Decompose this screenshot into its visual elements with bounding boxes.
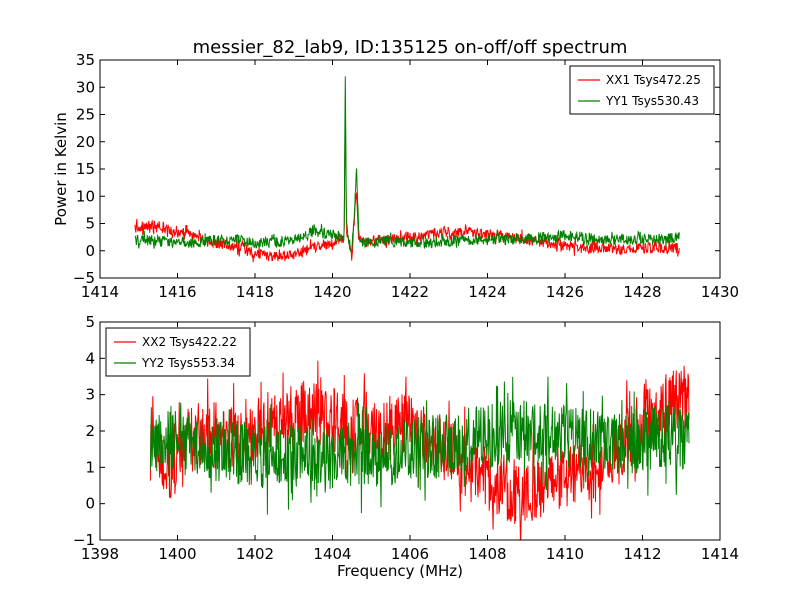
x-tick-label: 1416 <box>158 283 196 301</box>
x-tick-label: 1430 <box>701 283 739 301</box>
series-traces <box>149 360 690 540</box>
y-tick-label: 5 <box>85 215 95 233</box>
y-tick-label: 30 <box>76 78 95 96</box>
y-axis-label: Power in Kelvin <box>52 112 70 226</box>
y-tick-label: 15 <box>76 160 95 178</box>
y-tick-label: 20 <box>76 133 95 151</box>
figure-title: messier_82_lab9, ID:135125 on-off/off sp… <box>193 37 628 58</box>
x-tick-label: 1418 <box>236 283 274 301</box>
x-tick-label: 1428 <box>623 283 661 301</box>
y-tick-label: 2 <box>85 422 95 440</box>
x-tick-label: 1406 <box>391 545 429 563</box>
y-tick-label: 35 <box>76 51 95 69</box>
x-tick-label: 1414 <box>701 545 739 563</box>
y-tick-label: 25 <box>76 106 95 124</box>
x-tick-label: 1398 <box>81 545 119 563</box>
x-axis-label: Frequency (MHz) <box>337 562 463 580</box>
chart-panel-1: 1414 1416 1418 1420 1422 1424 1426 1428 1430 −5 0 5… <box>52 51 739 301</box>
y-tick-label: 5 <box>85 313 95 331</box>
y-tick-label: 10 <box>76 187 95 205</box>
x-tick-label: 1424 <box>468 283 506 301</box>
y-tick-label: 4 <box>85 349 95 367</box>
legend-label-1: XX2 Tsys422.22 <box>142 335 237 349</box>
x-tick-label: 1426 <box>546 283 584 301</box>
chart-panel-2: 1398 1400 1402 1404 1406 1408 1410 1412 1414 −1 0 1… <box>73 313 739 580</box>
legend-label-1: XX1 Tsys472.25 <box>606 73 701 87</box>
x-tick-label: 1404 <box>313 545 351 563</box>
y-tick-label: −1 <box>73 531 95 549</box>
x-tick-label: 1412 <box>623 545 661 563</box>
x-tick-label: 1402 <box>236 545 274 563</box>
legend-label-2: YY1 Tsys530.43 <box>605 94 699 108</box>
x-tick-label: 1414 <box>81 283 119 301</box>
chart-panels: 1414 1416 1418 1420 1422 1424 1426 1428 1430−505… <box>52 51 739 580</box>
series-line-2 <box>134 76 680 254</box>
x-tick-label: 1410 <box>546 545 584 563</box>
legend-box <box>569 65 715 115</box>
y-tick-label: 3 <box>85 386 95 404</box>
y-tick-label: 0 <box>85 495 95 513</box>
series-traces <box>134 76 680 263</box>
legend-label-2: YY2 Tsys553.34 <box>141 356 235 370</box>
y-tick-label: 1 <box>85 458 95 476</box>
y-tick-label: −5 <box>73 269 95 287</box>
legend-box <box>105 327 251 377</box>
x-tick-label: 1400 <box>158 545 196 563</box>
x-tick-label: 1422 <box>391 283 429 301</box>
legend: XX2 Tsys422.22 YY2 Tsys553.34 <box>105 327 251 377</box>
legend: XX1 Tsys472.25 YY1 Tsys530.43 <box>569 65 715 115</box>
y-tick-label: 0 <box>85 242 95 260</box>
x-tick-label: 1420 <box>313 283 351 301</box>
series-line-2 <box>149 376 690 515</box>
x-tick-label: 1408 <box>468 545 506 563</box>
